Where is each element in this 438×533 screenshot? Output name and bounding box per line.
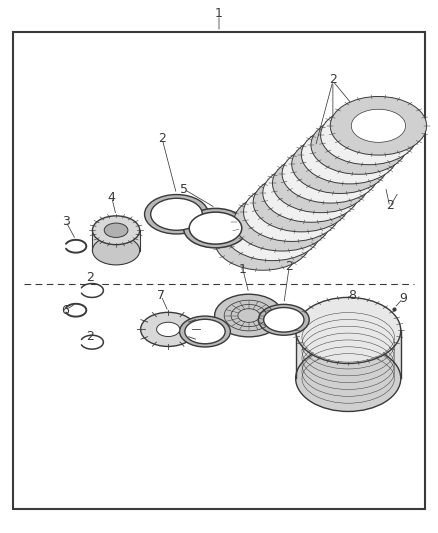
Ellipse shape: [264, 308, 304, 332]
Text: 2: 2: [386, 199, 394, 212]
Ellipse shape: [151, 198, 202, 230]
Ellipse shape: [342, 119, 396, 152]
Text: 3: 3: [62, 215, 70, 228]
Ellipse shape: [311, 116, 407, 174]
Ellipse shape: [265, 196, 319, 229]
Ellipse shape: [301, 125, 398, 184]
Ellipse shape: [185, 319, 225, 344]
Ellipse shape: [274, 186, 328, 219]
Ellipse shape: [157, 322, 180, 336]
Ellipse shape: [92, 236, 140, 265]
Ellipse shape: [322, 138, 377, 171]
Ellipse shape: [236, 224, 290, 257]
Ellipse shape: [234, 192, 330, 251]
Text: 4: 4: [108, 191, 116, 204]
Text: 1: 1: [239, 263, 247, 276]
Ellipse shape: [296, 297, 401, 364]
Text: 2: 2: [329, 74, 337, 86]
Polygon shape: [296, 330, 401, 378]
Ellipse shape: [296, 345, 401, 411]
Ellipse shape: [184, 208, 247, 248]
Ellipse shape: [330, 96, 427, 155]
Ellipse shape: [303, 157, 357, 190]
Ellipse shape: [141, 312, 196, 346]
Ellipse shape: [284, 176, 338, 209]
Ellipse shape: [313, 148, 367, 181]
Ellipse shape: [215, 294, 283, 337]
Bar: [13, 32, 425, 509]
Ellipse shape: [332, 128, 386, 161]
Ellipse shape: [351, 109, 406, 142]
Ellipse shape: [92, 216, 140, 245]
Text: 1: 1: [215, 7, 223, 20]
Ellipse shape: [321, 106, 417, 165]
Ellipse shape: [282, 144, 378, 203]
Text: 7: 7: [157, 289, 165, 302]
Ellipse shape: [255, 205, 309, 238]
Text: 5: 5: [180, 183, 188, 196]
Ellipse shape: [293, 167, 348, 200]
Text: 2: 2: [158, 132, 166, 145]
Text: 2: 2: [86, 330, 94, 343]
Ellipse shape: [244, 183, 340, 241]
Text: 2: 2: [86, 271, 94, 284]
Ellipse shape: [292, 135, 388, 193]
Ellipse shape: [272, 154, 369, 213]
Ellipse shape: [263, 164, 359, 222]
Text: 8: 8: [349, 289, 357, 302]
Text: 9: 9: [399, 292, 407, 305]
Ellipse shape: [189, 212, 242, 244]
Ellipse shape: [258, 304, 309, 335]
Ellipse shape: [245, 215, 300, 248]
Ellipse shape: [104, 223, 128, 238]
Text: 2: 2: [285, 260, 293, 273]
Ellipse shape: [253, 173, 350, 232]
Ellipse shape: [180, 316, 230, 347]
Text: 6: 6: [61, 304, 69, 317]
Ellipse shape: [145, 195, 208, 234]
Ellipse shape: [215, 212, 311, 270]
Polygon shape: [92, 230, 140, 251]
Ellipse shape: [224, 202, 321, 261]
